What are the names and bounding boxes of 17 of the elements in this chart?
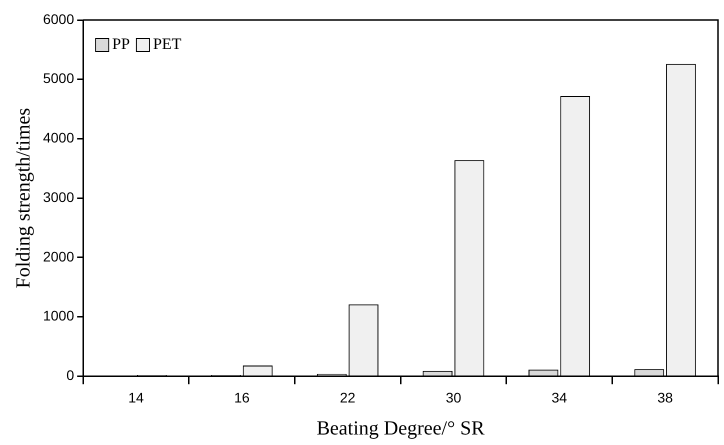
y-tick-label: 5000 [42, 70, 74, 86]
x-tick-label: 22 [340, 389, 356, 406]
x-tick-label: 38 [657, 389, 674, 406]
y-axis-title: Folding strength/times [12, 108, 34, 288]
y-tick-label: 1000 [42, 308, 74, 324]
y-tick-label: 0 [66, 367, 74, 384]
y-tick-label: 6000 [42, 10, 74, 27]
legend-label: PET [152, 36, 182, 54]
x-axis-title: Beating Degree/° SR [316, 417, 486, 440]
legend-label: PP [112, 36, 130, 54]
x-tick-label: 30 [446, 389, 462, 406]
y-tick-label: 3000 [42, 188, 74, 205]
x-tick-label: 16 [234, 389, 250, 406]
y-tick-label: 4000 [42, 130, 74, 146]
x-tick-label: 34 [551, 389, 568, 406]
x-tick-label: 14 [128, 389, 144, 406]
y-tick-label: 2000 [42, 248, 74, 264]
